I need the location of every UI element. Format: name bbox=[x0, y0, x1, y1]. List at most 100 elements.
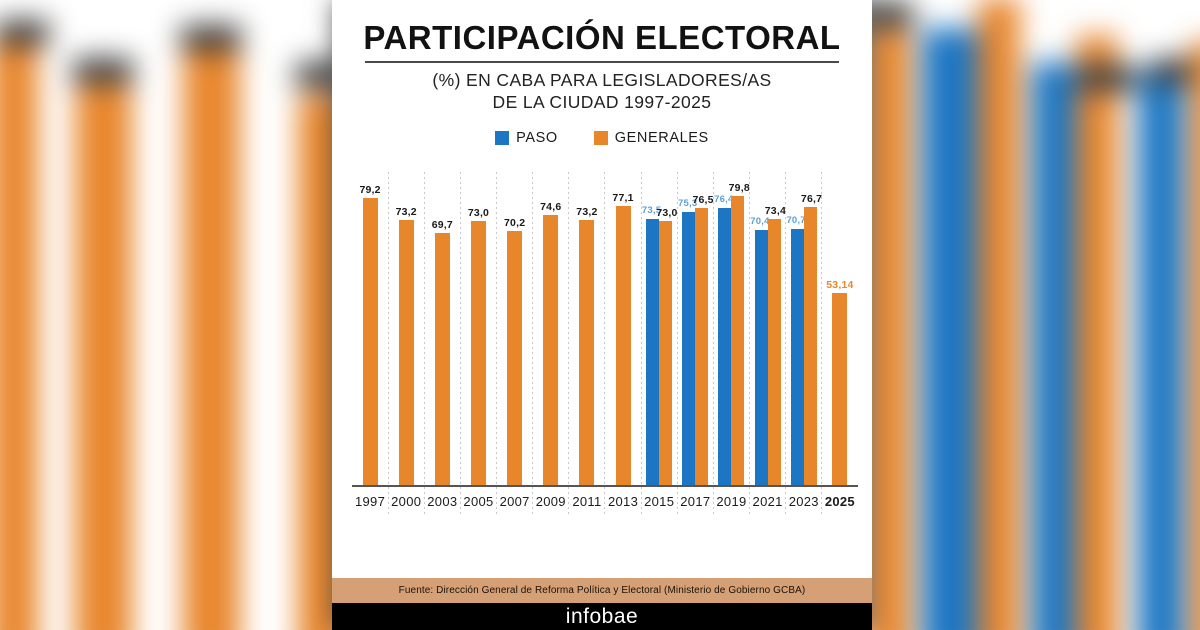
year-label-2023: 2023 bbox=[788, 494, 819, 509]
bar-paso-2023: 70,7 bbox=[786, 215, 806, 485]
bar-value-generales-2011: 73,2 bbox=[576, 206, 598, 219]
subtitle-line-2: DE LA CIUDAD 1997-2025 bbox=[492, 91, 712, 112]
year-label-1997: 1997 bbox=[355, 494, 386, 509]
gridline bbox=[423, 172, 425, 517]
gridline bbox=[821, 172, 823, 517]
background-bar bbox=[1192, 40, 1200, 630]
bar-value-generales-2025: 53,14 bbox=[826, 278, 854, 291]
generales-swatch-icon bbox=[593, 131, 608, 145]
gridline bbox=[568, 172, 570, 517]
year-label-2011: 2011 bbox=[572, 494, 602, 509]
bar-value-generales-2009: 74,6 bbox=[540, 200, 562, 213]
bar-group-2009: 74,6 bbox=[533, 172, 570, 517]
gridline bbox=[532, 172, 534, 517]
gridline bbox=[712, 172, 714, 517]
bar-generales-2011: 73,2 bbox=[576, 206, 597, 485]
legend-item-paso: PASO bbox=[495, 130, 558, 146]
bar-chart: 79,2 73,2 69,7 73,0 70,2 74,6 73,2 77,1 73,5 73,0… bbox=[352, 172, 858, 517]
bar-value-generales-2003: 69,7 bbox=[431, 218, 453, 231]
x-axis-labels: 1997 2000 2003 2005 2007 2009 2011 2013 2015 2017… bbox=[352, 487, 858, 509]
gridline bbox=[387, 172, 389, 517]
source-text: Fuente: Dirección General de Reforma Pol… bbox=[398, 585, 806, 596]
bar-group-2017: 75,3 76,5 bbox=[677, 172, 714, 517]
year-label-2019: 2019 bbox=[716, 494, 747, 509]
bar-generales-2013: 77,1 bbox=[612, 192, 633, 485]
bar-generales-2000: 73,2 bbox=[396, 206, 417, 485]
bar-generales-1997: 79,2 bbox=[359, 184, 380, 485]
gridline bbox=[785, 172, 787, 517]
bar-value-paso-2017: 75,3 bbox=[678, 198, 698, 210]
bar-generales-2005: 73,0 bbox=[468, 207, 489, 485]
gridline bbox=[496, 172, 498, 517]
year-label-2013: 2013 bbox=[607, 494, 639, 509]
bar-generales-2019: 79,8 bbox=[729, 182, 750, 485]
bar-paso-2017: 75,3 bbox=[678, 198, 697, 485]
bar-group-2023: 70,7 76,7 bbox=[786, 172, 823, 517]
background-bar bbox=[0, 40, 38, 630]
bar-value-generales-2015: 73,0 bbox=[656, 206, 678, 219]
infographic-card: PARTICIPACIÓN ELECTORAL (%) EN CABA PARA… bbox=[332, 0, 872, 630]
bar-paso-2019: 76,4 bbox=[714, 194, 733, 485]
bar-group-2021: 70,4 73,4 bbox=[750, 172, 787, 517]
bar-value-paso-2015: 73,5 bbox=[641, 204, 662, 216]
gridline bbox=[749, 172, 751, 517]
bar-value-paso-2021: 70,4 bbox=[750, 216, 770, 228]
legend-label-generales: GENERALES bbox=[614, 130, 709, 146]
legend-label-paso: PASO bbox=[516, 130, 558, 146]
year-label-2025: 2025 bbox=[824, 494, 855, 509]
page-title: PARTICIPACIÓN ELECTORAL bbox=[363, 19, 841, 56]
bar-group-1997: 79,2 bbox=[352, 172, 389, 517]
bar-generales-2003: 69,7 bbox=[432, 219, 453, 485]
legend: PASO GENERALES bbox=[332, 130, 872, 146]
bar-value-paso-2023: 70,7 bbox=[786, 215, 806, 227]
background-bar bbox=[75, 85, 132, 630]
year-label-2005: 2005 bbox=[463, 494, 494, 509]
background-bar bbox=[978, 0, 1020, 630]
gridline bbox=[459, 172, 461, 517]
paso-swatch-icon bbox=[495, 131, 510, 145]
bar-value-generales-2013: 77,1 bbox=[612, 191, 634, 204]
bar-group-2015: 73,5 73,0 bbox=[641, 172, 678, 517]
bar-value-generales-2023: 76,7 bbox=[800, 193, 823, 206]
bar-group-2011: 73,2 bbox=[569, 172, 606, 517]
year-label-2017: 2017 bbox=[680, 494, 711, 509]
bar-value-generales-1997: 79,2 bbox=[359, 184, 381, 197]
year-label-2015: 2015 bbox=[644, 494, 675, 509]
bar-group-2025: 53,14 bbox=[822, 172, 858, 485]
background-bar bbox=[922, 28, 978, 630]
bar-paso-2015: 73,5 bbox=[642, 205, 661, 485]
bar-generales-2025: 53,14 bbox=[826, 279, 853, 485]
year-label-2021: 2021 bbox=[752, 494, 783, 509]
background-label-smudge bbox=[1078, 65, 1136, 91]
bar-value-generales-2007: 70,2 bbox=[504, 216, 526, 229]
gridline bbox=[676, 172, 678, 517]
brand-band: infobae bbox=[332, 603, 872, 630]
subtitle-line-1: (%) EN CABA PARA LEGISLADORES/AS bbox=[432, 70, 772, 90]
plot-area: 79,2 73,2 69,7 73,0 70,2 74,6 73,2 77,1 73,5 73,0… bbox=[352, 172, 858, 517]
background-label-smudge bbox=[0, 20, 50, 46]
bar-group-2003: 69,7 bbox=[424, 172, 461, 517]
background-bar bbox=[1076, 35, 1118, 630]
bar-value-paso-2019: 76,4 bbox=[714, 194, 734, 206]
background-label-smudge bbox=[180, 25, 242, 51]
year-label-2007: 2007 bbox=[499, 494, 530, 509]
bar-value-generales-2000: 73,2 bbox=[395, 206, 417, 219]
bar-value-generales-2019: 79,8 bbox=[728, 182, 750, 195]
gridline bbox=[640, 172, 642, 517]
bar-generales-2015: 73,0 bbox=[656, 207, 677, 485]
bar-generales-2021: 73,4 bbox=[765, 205, 786, 485]
year-label-2009: 2009 bbox=[535, 494, 566, 509]
bar-generales-2007: 70,2 bbox=[504, 217, 525, 485]
bar-group-2007: 70,2 bbox=[497, 172, 534, 517]
bar-group-2005: 73,0 bbox=[460, 172, 498, 517]
bar-value-generales-2005: 73,0 bbox=[467, 206, 490, 219]
bar-value-generales-2021: 73,4 bbox=[764, 205, 787, 218]
infobae-logo: infobae bbox=[565, 604, 639, 628]
gridline bbox=[604, 172, 606, 517]
bar-paso-2021: 70,4 bbox=[750, 216, 769, 485]
subtitle: (%) EN CABA PARA LEGISLADORES/AS DE LA C… bbox=[332, 70, 872, 113]
background-bar bbox=[1138, 68, 1184, 630]
title-underline bbox=[365, 61, 839, 63]
background-label-smudge bbox=[1150, 58, 1200, 84]
